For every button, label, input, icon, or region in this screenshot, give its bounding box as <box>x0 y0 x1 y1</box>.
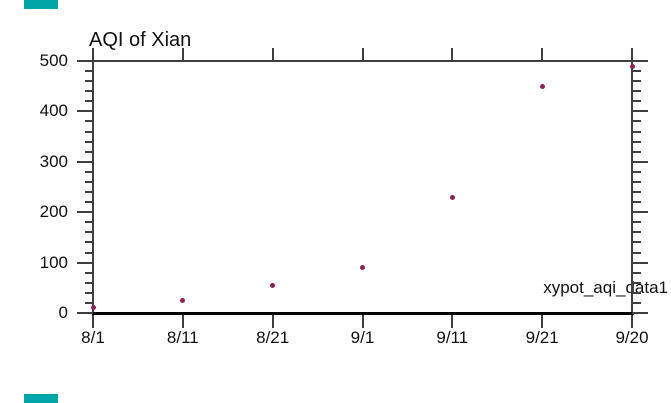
top-axis-line <box>92 60 633 62</box>
y-axis-left-minor-tick <box>85 90 93 93</box>
teal-edge-marker-bottom <box>24 394 58 403</box>
y-axis-right-minor-tick <box>632 100 641 103</box>
y-axis-right-minor-tick <box>632 281 641 284</box>
y-axis-right-minor-tick <box>632 241 641 244</box>
x-axis-tick-label: 9/1 <box>350 328 375 347</box>
y-axis-tick-label: 300 <box>39 151 68 171</box>
x-axis-bottom-tick <box>451 315 454 328</box>
y-axis-left-minor-tick <box>85 100 93 103</box>
right-axis-line <box>631 60 633 314</box>
y-axis-left-minor-tick <box>85 130 93 133</box>
x-axis-tick-label: 9/21 <box>525 328 559 347</box>
y-axis-left-minor-tick <box>85 120 93 123</box>
y-axis-right-minor-tick <box>632 120 641 123</box>
x-axis-tick-label: 8/21 <box>256 328 290 347</box>
y-axis-right-major-tick <box>632 110 648 113</box>
y-axis-right-major-tick <box>632 160 648 163</box>
x-axis-top-tick <box>541 48 544 61</box>
y-axis-left-minor-tick <box>85 80 93 83</box>
y-axis-left-minor-tick <box>85 251 93 254</box>
y-axis-right-minor-tick <box>632 201 641 204</box>
y-axis-left-minor-tick <box>85 70 93 73</box>
x-axis-bottom-tick <box>181 315 184 328</box>
x-axis-tick-label: 9/20 <box>615 328 649 347</box>
y-axis-right-minor-tick <box>632 90 641 93</box>
y-axis-right-minor-tick <box>632 80 641 83</box>
y-axis-left-major-tick <box>77 160 93 163</box>
y-axis-right-minor-tick <box>632 150 641 153</box>
y-axis-left-minor-tick <box>85 231 93 234</box>
y-axis-left-major-tick <box>77 110 93 113</box>
y-axis-left-minor-tick <box>85 201 93 204</box>
x-axis-top-tick <box>271 48 274 61</box>
x-axis-bottom-tick <box>361 315 364 328</box>
y-axis-right-major-tick <box>632 211 648 214</box>
y-axis-left-minor-tick <box>85 241 93 244</box>
y-axis-left-minor-tick <box>85 150 93 153</box>
y-axis-right-major-tick <box>632 261 648 264</box>
y-axis-left-minor-tick <box>85 191 93 194</box>
x-axis-bottom-tick <box>631 315 633 328</box>
y-axis-right-minor-tick <box>632 291 641 294</box>
y-axis-left-minor-tick <box>85 291 93 294</box>
data-point <box>270 282 276 288</box>
x-axis-bottom-tick <box>271 315 274 328</box>
x-axis-top-tick <box>92 48 94 61</box>
data-point <box>360 265 365 271</box>
annotation-label: xypot_aqi_data1 <box>543 278 668 297</box>
y-axis-tick-label: 400 <box>39 101 68 121</box>
y-axis-right-minor-tick <box>632 170 641 173</box>
data-point <box>180 297 186 303</box>
x-axis-tick-label: 9/11 <box>436 328 469 347</box>
y-axis-right-major-tick <box>632 312 648 314</box>
y-axis-tick-label: 200 <box>39 202 68 222</box>
data-point <box>539 83 545 89</box>
x-axis-top-tick <box>181 48 184 61</box>
y-axis-tick-label: 0 <box>58 303 68 322</box>
y-axis-right-minor-tick <box>632 251 641 254</box>
teal-edge-marker-top <box>24 0 58 9</box>
chart-title: AQI of Xian <box>89 29 192 51</box>
y-axis-right-minor-tick <box>632 180 641 183</box>
y-axis-right-minor-tick <box>632 301 641 304</box>
y-axis-tick-label: 500 <box>39 51 68 70</box>
x-axis-bottom-tick <box>541 315 544 328</box>
y-axis-left-major-tick <box>77 261 93 264</box>
y-axis-right-minor-tick <box>632 221 641 224</box>
data-point <box>449 194 455 200</box>
y-axis-left-major-tick <box>77 60 93 62</box>
y-axis-left-minor-tick <box>85 281 93 284</box>
y-axis-right-minor-tick <box>632 191 641 194</box>
y-axis-right-minor-tick <box>632 70 641 73</box>
y-axis-left-minor-tick <box>85 271 93 274</box>
y-axis-left-minor-tick <box>85 301 93 304</box>
y-axis-right-major-tick <box>632 60 648 62</box>
x-axis-tick-label: 8/11 <box>166 328 199 347</box>
y-axis-right-minor-tick <box>632 231 641 234</box>
x-axis-top-tick <box>361 48 364 61</box>
y-axis-left-minor-tick <box>85 170 93 173</box>
y-axis-right-minor-tick <box>632 140 641 143</box>
y-axis-left-major-tick <box>77 312 93 314</box>
bottom-axis-line <box>92 312 634 315</box>
left-axis-line <box>92 60 94 314</box>
x-axis-top-tick <box>631 48 633 61</box>
x-axis-bottom-tick <box>92 315 94 328</box>
y-axis-right-minor-tick <box>632 130 641 133</box>
y-axis-left-minor-tick <box>85 180 93 183</box>
x-axis-top-tick <box>451 48 454 61</box>
y-axis-left-minor-tick <box>85 140 93 143</box>
x-axis-tick-label: 8/1 <box>81 328 105 347</box>
data-point <box>90 305 96 311</box>
y-axis-left-major-tick <box>77 211 93 214</box>
y-axis-right-minor-tick <box>632 271 641 274</box>
y-axis-tick-label: 100 <box>39 252 68 272</box>
y-axis-left-minor-tick <box>85 221 93 224</box>
data-point <box>629 63 635 69</box>
